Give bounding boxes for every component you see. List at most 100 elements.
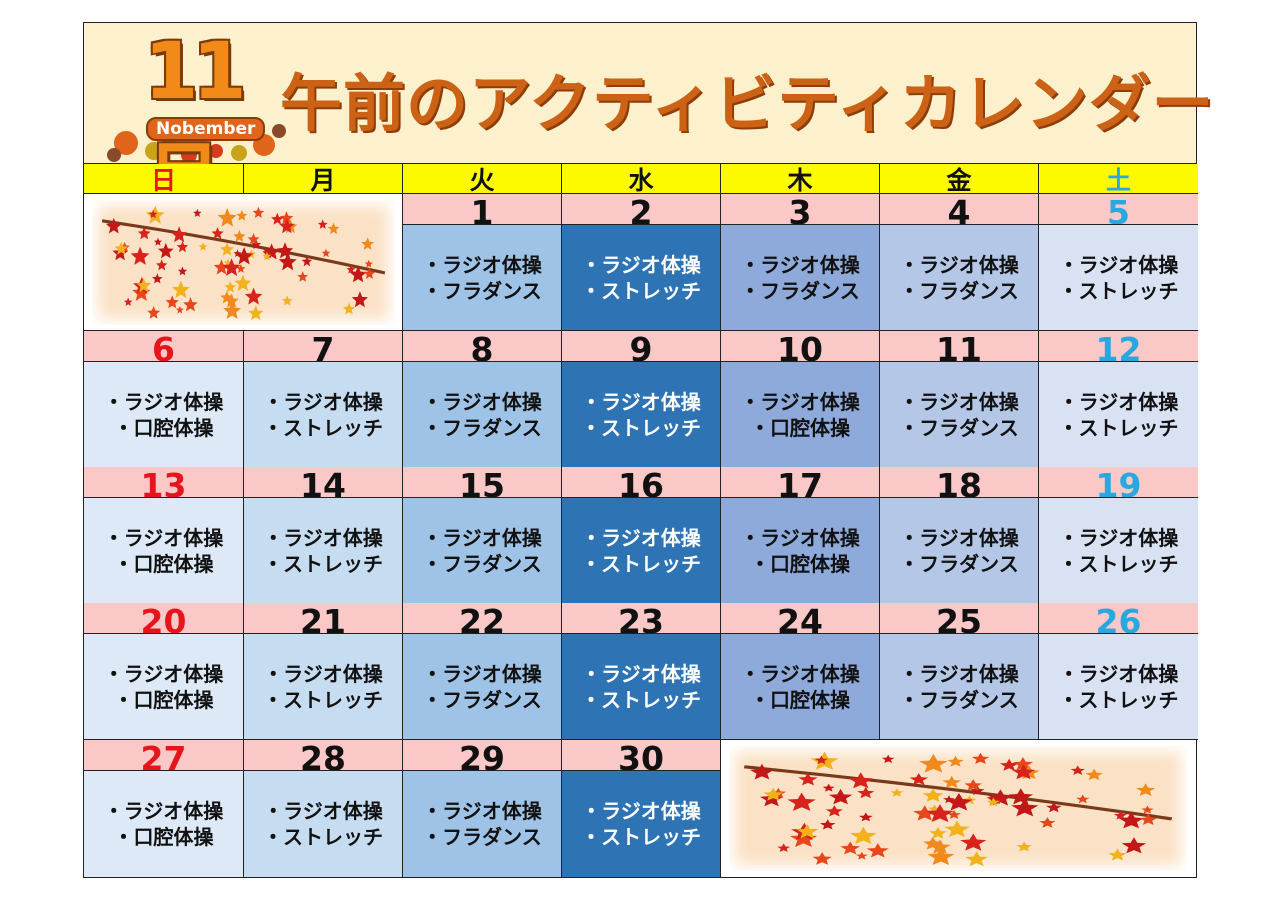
activity-item: ・ストレッチ — [1058, 278, 1179, 303]
activity-item: ・ストレッチ — [581, 687, 701, 712]
activity-item: ・ラジオ体操 — [103, 661, 224, 686]
date-number: 16 — [562, 467, 721, 498]
activity-item: ・ストレッチ — [1058, 687, 1179, 712]
activity-item: ・ストレッチ — [263, 551, 383, 576]
date-number: 9 — [562, 331, 721, 362]
date-number: 3 — [721, 194, 880, 225]
weekday-0: 日 — [84, 164, 244, 194]
day-cell: ・ラジオ体操 ・ストレッチ — [562, 362, 721, 468]
date-number: 21 — [244, 603, 403, 634]
activity-item: ・ラジオ体操 — [581, 799, 701, 823]
activity-item: ・ストレッチ — [581, 278, 701, 303]
day-cell: ・ラジオ体操 ・口腔体操 — [721, 362, 880, 468]
activity-item: ・ラジオ体操 — [103, 799, 224, 823]
activity-item: ・フラダンス — [899, 278, 1019, 303]
day-cell: ・ラジオ体操 ・ストレッチ — [562, 771, 721, 877]
activity-item: ・ラジオ体操 — [263, 661, 383, 686]
activity-item: ・ストレッチ — [263, 687, 383, 712]
activity-item: ・ストレッチ — [581, 825, 701, 849]
activity-item: ・ラジオ体操 — [103, 525, 224, 550]
weekday-row: 日月火水木金土 — [84, 164, 1198, 194]
date-number: 1 — [403, 194, 562, 225]
activity-item: ・ラジオ体操 — [422, 389, 542, 414]
activity-item: ・ラジオ体操 — [740, 389, 860, 414]
day-cell: ・ラジオ体操 ・ストレッチ — [244, 634, 403, 740]
date-number: 17 — [721, 467, 880, 498]
day-cell: ・ラジオ体操 ・ストレッチ — [1039, 634, 1198, 740]
activity-item: ・ラジオ体操 — [581, 661, 701, 686]
page-title: 午前のアクティビティカレンダー — [280, 67, 1215, 140]
day-cell: ・ラジオ体操 ・フラダンス — [403, 634, 562, 740]
autumn-leaves-image — [721, 740, 1195, 877]
date-number: 23 — [562, 603, 721, 634]
date-number: 13 — [84, 467, 244, 498]
activity-item: ・口腔体操 — [113, 825, 214, 849]
day-cell: ・ラジオ体操 ・ストレッチ — [562, 498, 721, 604]
day-cell: ・ラジオ体操 ・口腔体操 — [721, 498, 880, 604]
day-cell: ・ラジオ体操 ・ストレッチ — [244, 498, 403, 604]
calendar-header: 11月 Nobember 午前のアクティビティカレンダー — [84, 23, 1213, 225]
activity-item: ・ラジオ体操 — [740, 525, 860, 550]
date-number: 25 — [880, 603, 1039, 634]
activity-item: ・口腔体操 — [750, 551, 850, 576]
activity-item: ・ラジオ体操 — [1058, 525, 1179, 550]
date-number: 2 — [562, 194, 721, 225]
day-cell: ・ラジオ体操 ・フラダンス — [403, 771, 562, 877]
day-cell: ・ラジオ体操 ・ストレッチ — [562, 225, 721, 331]
activity-item: ・ラジオ体操 — [103, 389, 224, 414]
day-cell: ・ラジオ体操 ・口腔体操 — [84, 771, 244, 877]
activity-item: ・フラダンス — [899, 551, 1019, 576]
day-cell: ・ラジオ体操 ・ストレッチ — [244, 771, 403, 877]
day-cell: ・ラジオ体操 ・ストレッチ — [244, 362, 403, 468]
day-cell: ・ラジオ体操 ・フラダンス — [880, 362, 1039, 468]
day-cell: ・ラジオ体操 ・フラダンス — [403, 225, 562, 331]
date-number: 12 — [1039, 331, 1198, 362]
activity-item: ・ラジオ体操 — [1058, 389, 1179, 414]
activity-item: ・ストレッチ — [1058, 551, 1179, 576]
weekday-5: 金 — [880, 164, 1039, 194]
activity-item: ・ラジオ体操 — [581, 252, 701, 277]
activity-item: ・フラダンス — [422, 415, 542, 440]
day-cell: ・ラジオ体操 ・口腔体操 — [721, 634, 880, 740]
activity-item: ・ストレッチ — [1058, 415, 1179, 440]
activity-item: ・ラジオ体操 — [581, 525, 701, 550]
date-number: 29 — [403, 740, 562, 771]
activity-item: ・フラダンス — [422, 551, 542, 576]
autumn-leaves-image — [84, 194, 403, 331]
date-number: 5 — [1039, 194, 1198, 225]
activity-item: ・口腔体操 — [750, 415, 850, 440]
activity-item: ・ラジオ体操 — [1058, 661, 1179, 686]
activity-item: ・口腔体操 — [750, 687, 850, 712]
date-number: 28 — [244, 740, 403, 771]
date-number: 15 — [403, 467, 562, 498]
activity-item: ・ラジオ体操 — [899, 389, 1019, 414]
date-number: 24 — [721, 603, 880, 634]
date-number: 19 — [1039, 467, 1198, 498]
activity-item: ・フラダンス — [422, 825, 542, 849]
weekday-2: 火 — [403, 164, 562, 194]
activity-item: ・ラジオ体操 — [422, 661, 542, 686]
day-cell: ・ラジオ体操 ・口腔体操 — [84, 634, 244, 740]
day-cell: ・ラジオ体操 ・フラダンス — [403, 362, 562, 468]
activity-item: ・口腔体操 — [113, 415, 214, 440]
date-number: 11 — [880, 331, 1039, 362]
activity-item: ・ラジオ体操 — [740, 661, 860, 686]
month-badge: 11月 Nobember — [104, 27, 294, 225]
day-cell: ・ラジオ体操 ・フラダンス — [880, 225, 1039, 331]
day-cell: ・ラジオ体操 ・フラダンス — [403, 498, 562, 604]
activity-item: ・ストレッチ — [581, 551, 701, 576]
activity-item: ・ストレッチ — [581, 415, 701, 440]
activity-item: ・ラジオ体操 — [899, 661, 1019, 686]
activity-item: ・フラダンス — [422, 278, 542, 303]
month-label: Nobember — [146, 117, 266, 141]
day-cell: ・ラジオ体操 ・ストレッチ — [1039, 225, 1198, 331]
date-number: 30 — [562, 740, 721, 771]
date-number: 26 — [1039, 603, 1198, 634]
activity-item: ・口腔体操 — [113, 687, 214, 712]
day-cell: ・ラジオ体操 ・フラダンス — [880, 634, 1039, 740]
activity-item: ・ストレッチ — [263, 415, 383, 440]
date-number: 8 — [403, 331, 562, 362]
date-number: 4 — [880, 194, 1039, 225]
date-number: 6 — [84, 331, 244, 362]
maple-leaves-icon — [101, 205, 386, 321]
